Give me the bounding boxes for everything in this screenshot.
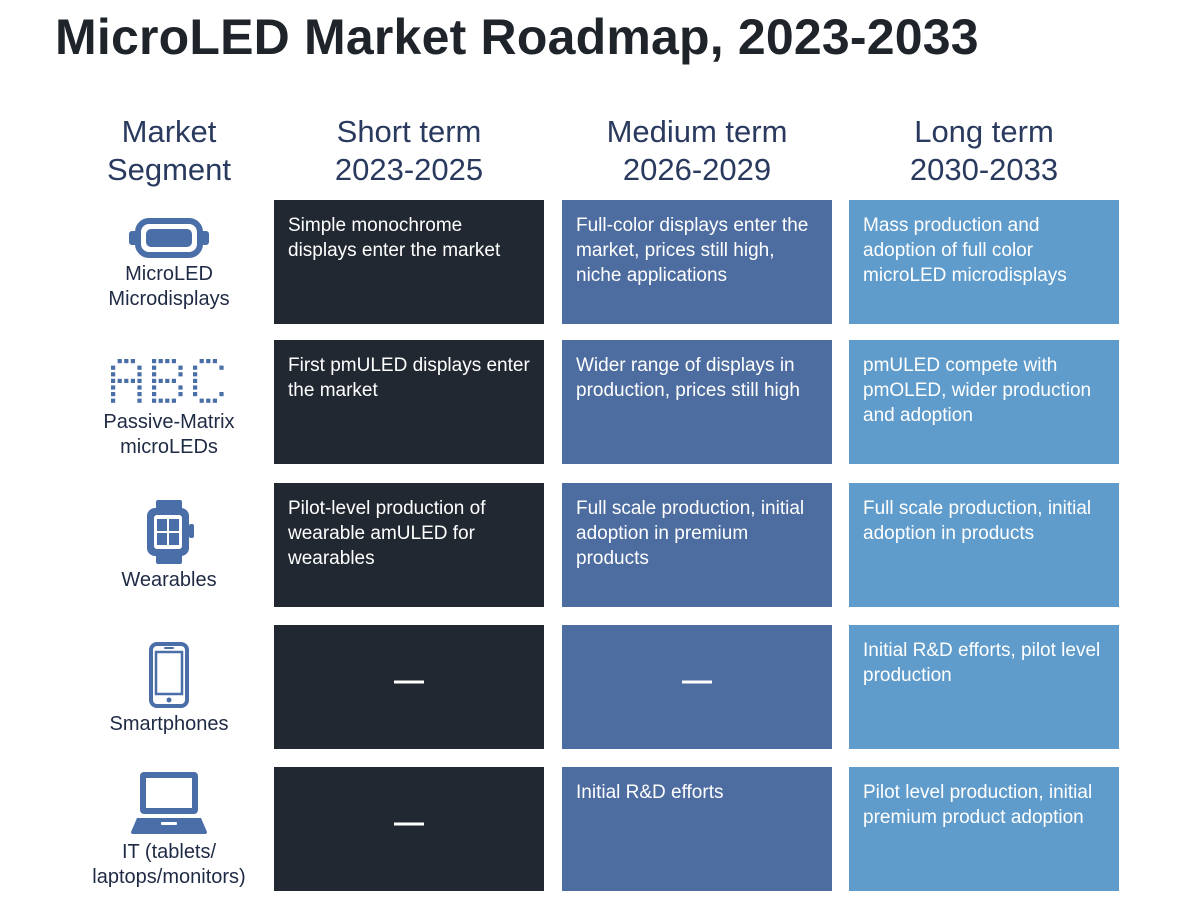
segment-label-line1: Wearables	[121, 569, 217, 591]
header-short-years: 2023-2025	[334, 152, 484, 187]
empty-dash: —	[394, 806, 424, 839]
header-segment-line1: Market	[121, 114, 217, 149]
cell-microdisplays-long: Mass production and adoption of full col…	[849, 200, 1119, 324]
cell-passive-matrix-medium: Wider range of displays in production, p…	[562, 340, 832, 464]
cell-it-short: —	[274, 767, 544, 891]
segment-it: IT (tablets/ laptops/monitors)	[80, 770, 258, 890]
header-long-label: Long term	[914, 114, 1054, 149]
page-title: MicroLED Market Roadmap, 2023-2033	[55, 9, 979, 65]
segment-passive-matrix: Passive-Matrix microLEDs	[80, 358, 258, 460]
cell-microdisplays-short: Simple monochrome displays enter the mar…	[274, 200, 544, 324]
laptop-icon	[131, 772, 207, 834]
cell-passive-matrix-long: pmULED compete with pmOLED, wider produc…	[849, 340, 1119, 464]
cell-it-medium: Initial R&D efforts	[562, 767, 832, 891]
cell-smartphones-medium: —	[562, 625, 832, 749]
dot-matrix-abc-icon	[111, 359, 224, 403]
segment-smartphones: Smartphones	[80, 642, 258, 737]
cell-microdisplays-medium: Full-color displays enter the market, pr…	[562, 200, 832, 324]
smartphone-icon	[149, 642, 189, 708]
cell-smartphones-long: Initial R&D efforts, pilot level product…	[849, 625, 1119, 749]
cell-it-long: Pilot level production, initial premium …	[849, 767, 1119, 891]
segment-label-line1: MicroLED	[125, 263, 213, 285]
cell-wearables-medium: Full scale production, initial adoption …	[562, 483, 832, 607]
vr-headset-icon	[129, 218, 209, 258]
header-short-label: Short term	[336, 114, 482, 149]
header-segment: Market Segment	[80, 113, 258, 189]
header-medium-term: Medium term 2026-2029	[562, 113, 832, 189]
header-long-years: 2030-2033	[909, 152, 1059, 187]
empty-dash: —	[682, 664, 712, 697]
segment-label-line1: IT (tablets/	[121, 841, 217, 863]
empty-dash: —	[394, 664, 424, 697]
segment-microled-microdisplays: MicroLED Microdisplays	[80, 218, 258, 312]
segment-label-line1: Passive-Matrix	[103, 411, 235, 433]
cell-passive-matrix-short: First pmULED displays enter the market	[274, 340, 544, 464]
segment-label-line2: microLEDs	[120, 436, 218, 458]
segment-label-line2: laptops/monitors)	[92, 866, 246, 888]
cell-wearables-short: Pilot-level production of wearable amULE…	[274, 483, 544, 607]
header-long-term: Long term 2030-2033	[849, 113, 1119, 189]
cell-wearables-long: Full scale production, initial adoption …	[849, 483, 1119, 607]
segment-label-line2: Microdisplays	[108, 288, 230, 310]
segment-wearables: Wearables	[80, 500, 258, 593]
header-short-term: Short term 2023-2025	[274, 113, 544, 189]
segment-label-line1: Smartphones	[109, 713, 229, 735]
smartwatch-icon	[147, 500, 194, 564]
cell-smartphones-short: —	[274, 625, 544, 749]
header-medium-label: Medium term	[606, 114, 788, 149]
header-medium-years: 2026-2029	[622, 152, 772, 187]
header-segment-line2: Segment	[106, 152, 232, 187]
